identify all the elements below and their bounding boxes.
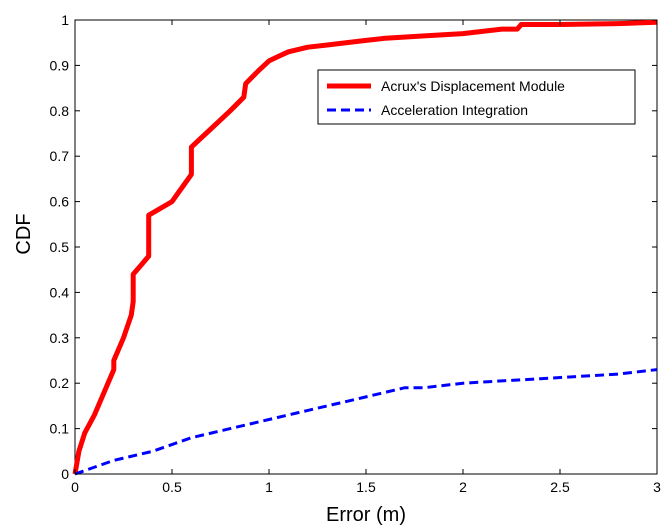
x-tick-label: 1.5	[356, 479, 376, 495]
series-line-displacement	[72, 19, 658, 475]
x-tick-label: 0	[71, 479, 79, 495]
x-axis-title: Error (m)	[326, 504, 406, 526]
x-tick-label: 0.5	[162, 479, 182, 495]
x-tick-label: 3	[653, 479, 661, 495]
y-tick-label: 0	[61, 466, 69, 482]
y-tick-label: 0.4	[50, 284, 70, 300]
legend-label-acceleration: Acceleration Integration	[381, 102, 528, 118]
y-tick-label: 0.5	[50, 239, 70, 255]
y-tick-label: 0.1	[50, 421, 70, 437]
y-tick-label: 0.6	[50, 194, 70, 210]
x-tick-label: 1	[265, 479, 273, 495]
series-layer	[72, 19, 658, 476]
y-tick-label: 0.9	[50, 57, 70, 73]
series-line-acceleration	[74, 368, 658, 476]
legend-label-displacement: Acrux's Displacement Module	[381, 78, 565, 94]
ticks-layer: 0 0.5 1 1.5 2 2.5 3 0 0.1 0.2 0.3 0.4 0.5 0.6 0.7 0.8 0.…	[50, 12, 662, 495]
x-tick-label: 2.5	[550, 479, 570, 495]
legend: Acrux's Displacement Module Acceleration…	[317, 69, 636, 125]
y-tick-label: 0.2	[50, 375, 70, 391]
legend-box	[317, 69, 636, 125]
y-axis-title: CDF	[13, 213, 35, 254]
x-tick-label: 2	[459, 479, 467, 495]
y-tick-label: 1	[61, 12, 69, 28]
y-tick-label: 0.7	[50, 148, 70, 164]
y-tick-label: 0.8	[50, 103, 70, 119]
y-tick-label: 0.3	[50, 330, 70, 346]
